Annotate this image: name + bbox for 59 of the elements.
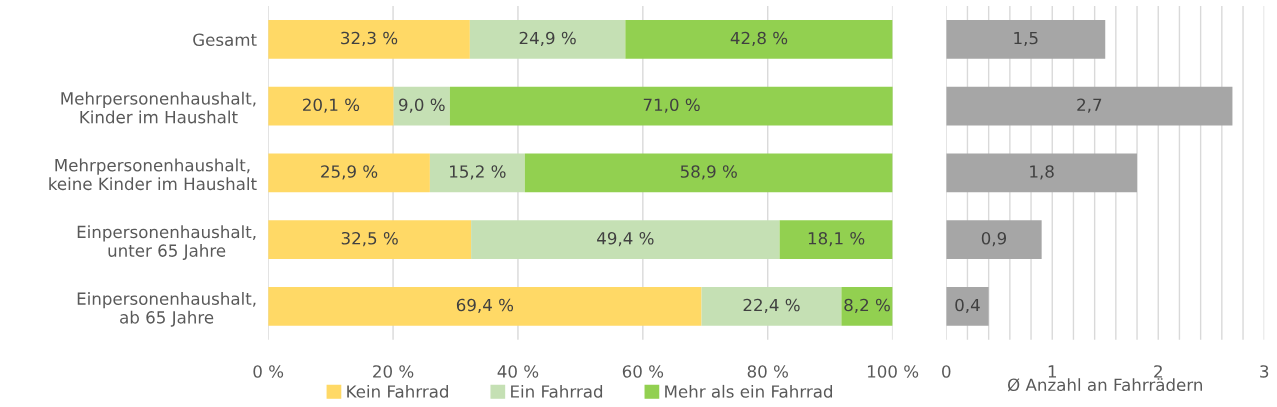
data-label: 25,9 % <box>321 165 378 180</box>
data-label: 1,8 <box>1030 165 1054 180</box>
data-label: 32,5 % <box>341 231 398 247</box>
x-tick-label: 0 % <box>253 365 284 378</box>
y-tick-label: Gesamt <box>193 33 257 47</box>
bar <box>268 153 430 193</box>
data-label: 32,3 % <box>341 31 398 47</box>
bar <box>946 220 1042 260</box>
bar <box>946 86 1233 126</box>
x-tick-label: 20 % <box>373 365 414 378</box>
bar <box>469 20 626 59</box>
data-label: 69,4 % <box>456 298 514 314</box>
x-tick-label: 80 % <box>747 365 788 378</box>
bar <box>471 220 780 260</box>
legend-label: Ein Fahrrad <box>511 384 603 398</box>
y-tick-label: Einpersonenhaushalt, unter 65 Jahre <box>77 225 256 260</box>
bar <box>841 287 893 326</box>
data-label: 20,1 % <box>303 98 360 113</box>
bar <box>268 287 702 326</box>
data-label: 71,0 % <box>643 98 700 113</box>
data-label: 42,8 % <box>730 31 788 47</box>
data-label: 2,7 <box>1077 98 1102 113</box>
bar <box>946 153 1138 193</box>
bar <box>268 86 394 126</box>
data-label: 49,4 % <box>597 231 654 247</box>
legend-label: Kein Fahrrad <box>347 384 448 398</box>
data-label: 24,9 % <box>519 31 576 47</box>
bar <box>524 153 893 193</box>
data-label: 18,1 % <box>808 231 865 247</box>
y-tick-label: Einpersonenhaushalt, ab 65 Jahre <box>77 292 256 327</box>
bar <box>701 287 842 326</box>
bar <box>449 86 893 126</box>
bar <box>946 20 1106 59</box>
x-tick-label: 0 <box>942 365 951 378</box>
x-tick-label: 1 <box>1048 365 1057 378</box>
data-label: 1,5 <box>1014 31 1038 47</box>
x-tick-label: 2 <box>1154 365 1162 378</box>
x-tick-label: 100 % <box>867 365 919 378</box>
bar <box>779 220 893 260</box>
data-label: 58,9 % <box>680 165 737 180</box>
x-axis-title: Ø Anzahl an Fahrrädern <box>1007 378 1202 392</box>
bar <box>268 220 472 260</box>
bar <box>393 86 450 126</box>
bar <box>946 287 989 326</box>
data-label: 15,2 % <box>450 165 506 180</box>
data-label: 8,2 % <box>844 298 890 314</box>
x-tick-label: 60 % <box>622 365 664 378</box>
data-label: 0,9 <box>981 231 1007 247</box>
data-label: 22,4 % <box>743 298 800 314</box>
y-tick-label: Mehrpersonenhaushalt, keine Kinder im Haushalt <box>49 158 257 191</box>
data-label: 9,0 % <box>399 98 445 113</box>
bar <box>429 153 525 193</box>
legend-label: Mehr als ein Fahrrad <box>665 384 833 398</box>
bar <box>625 20 893 59</box>
y-tick-label: Mehrpersonenhaushalt, Kinder im Haushalt <box>61 91 256 124</box>
x-tick-label: 3 <box>1260 365 1269 378</box>
data-label: 0,4 <box>955 298 980 314</box>
bar <box>268 20 470 59</box>
x-tick-label: 40 % <box>497 365 539 378</box>
